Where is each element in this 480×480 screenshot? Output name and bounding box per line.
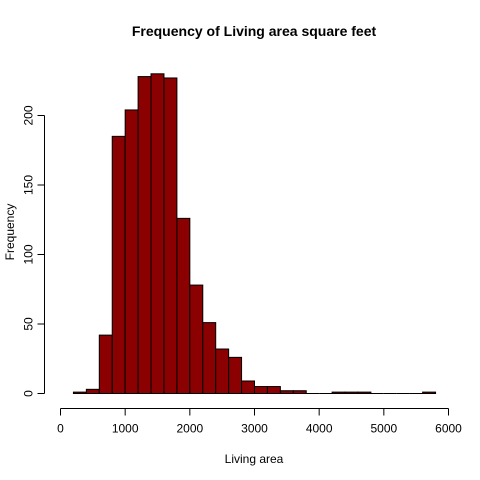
y-tick-label: 0 <box>22 390 36 397</box>
bars-group <box>72 73 437 395</box>
histogram-bar <box>176 217 191 394</box>
histogram-bar <box>357 391 372 394</box>
y-axis: 0 50 100 150 200 <box>22 105 45 397</box>
histogram-bar <box>137 76 152 395</box>
histogram-bar <box>72 391 87 394</box>
histogram-bar <box>266 386 281 394</box>
histogram-bar <box>344 391 359 394</box>
x-axis-label: Living area <box>225 452 284 466</box>
x-tick-label: 2000 <box>176 422 203 436</box>
x-tick-label: 3000 <box>241 422 268 436</box>
y-tick-label: 50 <box>22 317 36 331</box>
histogram-bar <box>189 284 204 394</box>
histogram-bar <box>98 334 113 394</box>
y-axis-label: Frequency <box>3 204 17 261</box>
histogram-bar <box>331 391 346 394</box>
x-tick-label: 1000 <box>112 422 139 436</box>
histogram-bar <box>228 356 243 394</box>
y-tick-label: 150 <box>22 175 36 195</box>
histogram-bar <box>279 390 294 395</box>
histogram-bar <box>241 380 255 394</box>
histogram-bar <box>124 109 139 394</box>
histogram-bar <box>150 73 165 395</box>
y-tick-label: 100 <box>22 244 36 264</box>
histogram-bar <box>202 322 217 394</box>
x-tick-label: 4000 <box>306 422 333 436</box>
histogram-bar <box>111 135 126 394</box>
x-tick-label: 6000 <box>435 422 462 436</box>
y-tick-label: 200 <box>22 105 36 125</box>
histogram-bar <box>254 386 268 394</box>
chart-title: Frequency of Living area square feet <box>132 23 377 39</box>
x-tick-label: 5000 <box>370 422 397 436</box>
x-axis: 0 1000 2000 3000 4000 5000 6000 <box>57 408 462 436</box>
histogram-bar <box>85 388 100 394</box>
histogram-bar <box>422 391 437 394</box>
histogram-bar <box>215 348 230 394</box>
histogram-bar <box>292 390 307 395</box>
x-tick-label: 0 <box>57 422 64 436</box>
histogram-bar <box>163 77 178 394</box>
